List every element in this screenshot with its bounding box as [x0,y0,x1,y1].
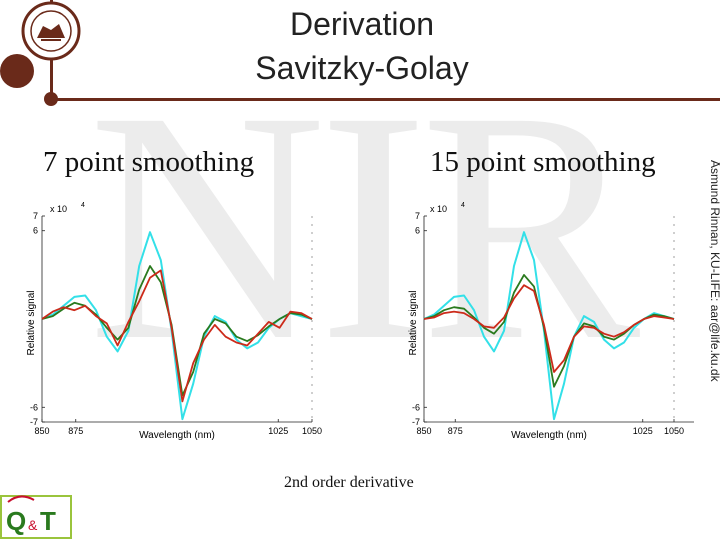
header-dot-small [44,92,58,106]
header-horizontal-line [52,98,720,101]
y-tick-label: 7 [33,211,38,221]
page-title-line-1: Derivation [289,6,435,42]
header-dot-large [0,54,34,88]
y-axis-label: Relative signal [26,290,37,355]
y-tick-label: -7 [412,417,420,427]
qt-logo-icon: Q & T [0,495,72,539]
exponent-label: x 10 [50,204,67,214]
left-chart-caption: 7 point smoothing [43,146,255,178]
y-axis-label: Relative signal [408,290,419,355]
y-tick-label: -7 [30,417,38,427]
y-tick-label: 6 [415,226,420,236]
right-chart-caption: 15 point smoothing [430,146,656,178]
x-tick-label: 850 [416,426,431,436]
exponent-label: x 10 [430,204,447,214]
x-tick-label: 1050 [302,426,322,436]
chart-15-point: x 10 4 Relative signal Wavelength (nm) 8… [408,202,694,441]
university-seal-icon [21,1,81,61]
x-tick-label: 850 [34,426,49,436]
plot-area [42,216,312,422]
footer-caption: 2nd order derivative [284,474,414,491]
y-tick-label: 7 [415,211,420,221]
series-line-red [423,284,675,373]
exponent-power: 4 [461,202,465,209]
x-tick-label: 1025 [268,426,288,436]
plot-area [424,216,694,422]
chart-7-point: x 10 4 Relative signal Wavelength (nm) 8… [26,202,322,441]
x-tick-label: 875 [448,426,463,436]
x-tick-label: 1025 [633,426,653,436]
y-tick-label: -6 [412,402,420,412]
logo-letter-t: T [40,506,56,536]
logo-letter-q: Q [6,506,26,536]
x-tick-label: 1050 [664,426,684,436]
x-tick-label: 875 [68,426,83,436]
series-line-cyan [41,231,313,421]
nir-watermark: NIR [88,44,640,409]
page-title-line-2: Savitzky-Golay [255,50,469,86]
logo-ampersand: & [28,517,38,533]
series-line-red [41,269,313,403]
side-credit-text: Åsmund Rinnan, KU-LIFE: aar@life.ku.dk [708,160,720,382]
x-axis-label: Wavelength (nm) [511,430,587,441]
series-line-cyan [423,231,675,421]
side-credit: Åsmund Rinnan, KU-LIFE: aar@life.ku.dk [708,160,720,382]
exponent-power: 4 [81,202,85,209]
y-tick-label: 6 [33,226,38,236]
y-tick-label: -6 [30,402,38,412]
x-axis-label: Wavelength (nm) [139,430,215,441]
